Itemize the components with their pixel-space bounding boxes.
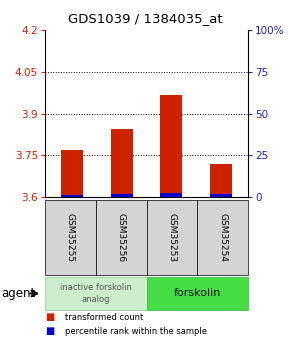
Bar	[110, 194, 133, 197]
Text: percentile rank within the sample: percentile rank within the sample	[65, 326, 207, 335]
Text: GSM35254: GSM35254	[218, 213, 227, 262]
Text: GSM35255: GSM35255	[66, 213, 75, 262]
Text: transformed count: transformed count	[65, 313, 144, 322]
Bar	[160, 193, 182, 197]
Bar	[160, 96, 182, 197]
Text: forskolin: forskolin	[173, 288, 221, 298]
Bar	[61, 150, 83, 197]
Bar	[210, 164, 232, 197]
Text: GDS1039 / 1384035_at: GDS1039 / 1384035_at	[68, 12, 222, 25]
Text: inactive forskolin
analog: inactive forskolin analog	[60, 284, 132, 304]
Bar	[210, 195, 232, 197]
Text: ■: ■	[45, 312, 54, 322]
Text: agent: agent	[1, 287, 36, 300]
Text: GSM35256: GSM35256	[117, 213, 126, 262]
Bar	[110, 129, 133, 197]
Text: ■: ■	[45, 326, 54, 336]
Bar	[61, 195, 83, 197]
Text: GSM35253: GSM35253	[167, 213, 176, 262]
